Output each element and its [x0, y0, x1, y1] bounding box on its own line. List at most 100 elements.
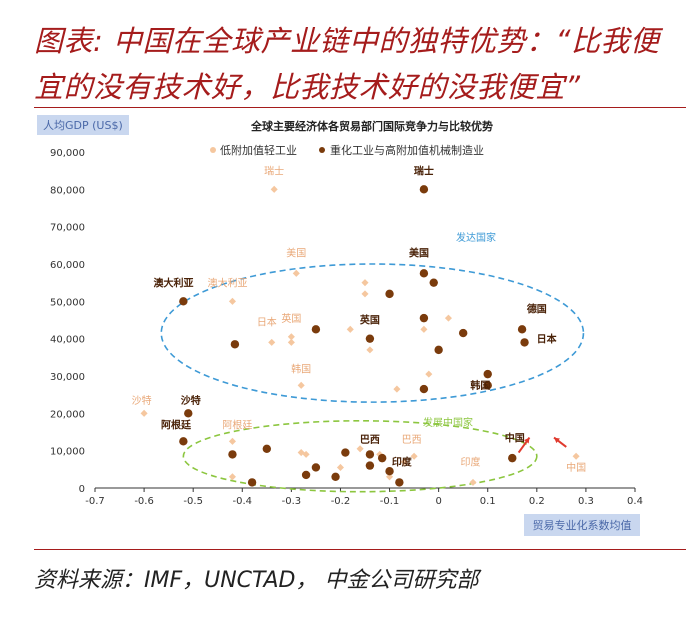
x-tick-label: -0.1 — [380, 496, 400, 507]
point-label: 德国 — [526, 303, 547, 316]
light-industry-point — [356, 445, 364, 453]
point-label: 美国 — [409, 247, 429, 260]
y-tick-label: 30,000 — [50, 372, 85, 383]
light-industry-point — [400, 458, 408, 466]
heavy-industry-point — [262, 444, 272, 453]
point-label: 中国 — [505, 431, 525, 444]
heavy-industry-point — [419, 269, 429, 278]
point-label: 韩国 — [291, 362, 311, 375]
point-label: 阿根廷 — [222, 418, 252, 431]
heavy-industry-point — [365, 450, 375, 459]
point-label: 英国 — [359, 314, 380, 327]
light-industry-point — [444, 314, 452, 322]
light-industry-point — [393, 385, 401, 393]
point-label: 英国 — [281, 312, 301, 325]
data-points — [140, 185, 580, 487]
light-industry-point — [469, 478, 477, 486]
point-label: 日本 — [257, 316, 277, 329]
heavy-industry-point — [311, 463, 321, 472]
heavy-industry-point — [419, 185, 429, 194]
heavy-industry-point — [247, 478, 257, 487]
point-label: 韩国 — [470, 379, 490, 392]
developed-group-label: 发达国家 — [456, 231, 496, 244]
heavy-industry-point — [419, 384, 429, 394]
y-tick-label: 20,000 — [50, 409, 85, 420]
heavy-industry-point — [179, 437, 188, 446]
light-industry-point — [140, 409, 148, 417]
y-tick-label: 70,000 — [50, 223, 85, 234]
heavy-industry-point — [179, 297, 188, 306]
point-label: 印度 — [461, 456, 481, 469]
light-industry-point — [386, 473, 394, 481]
heavy-industry-point — [429, 278, 438, 287]
light-industry-point — [420, 325, 428, 333]
x-tick-label: 0.2 — [529, 496, 545, 507]
figure-title-line1: 图表: 中国在全球产业链中的独特优势：“比我便 — [34, 24, 660, 58]
legend-label-light: 低附加值轻工业 — [220, 143, 297, 157]
light-industry-point — [228, 297, 236, 305]
top-rule — [34, 107, 686, 108]
x-tick-label: 0.1 — [480, 496, 496, 507]
point-label: 瑞士 — [264, 164, 284, 177]
light-industry-point — [287, 333, 295, 341]
light-industry-point — [292, 269, 300, 277]
light-industry-point — [366, 346, 374, 354]
point-label: 日本 — [537, 332, 558, 345]
heavy-industry-point — [365, 334, 375, 343]
y-tick-label: 10,000 — [50, 447, 85, 458]
figure-title-line2: 宜的没有技术好，比我技术好的没我便宜” — [34, 70, 581, 104]
x-axis-label: 贸易专业化系数均值 — [524, 514, 640, 536]
point-label: 沙特 — [181, 394, 201, 407]
y-tick-label: 80,000 — [50, 185, 85, 196]
heavy-industry-point — [311, 325, 321, 334]
developing-group-label: 发展中国家 — [423, 416, 473, 429]
developing-group-ellipse — [182, 419, 538, 493]
point-label: 美国 — [286, 247, 306, 260]
point-label: 巴西 — [360, 434, 380, 446]
light-industry-point — [361, 290, 369, 298]
light-industry-point — [287, 338, 295, 346]
light-industry-point — [302, 450, 310, 458]
y-axis-label: 人均GDP (US$) — [37, 115, 129, 135]
heavy-industry-point — [508, 453, 517, 463]
light-industry-point — [346, 325, 354, 333]
point-label: 沙特 — [132, 395, 152, 407]
source-note: 资料来源：IMF，UNCTAD， 中金公司研究部 — [34, 568, 479, 593]
developed-group-ellipse — [160, 263, 585, 403]
x-tick-label: -0.5 — [183, 496, 203, 507]
heavy-industry-point — [377, 453, 387, 463]
legend: 低附加值轻工业 重化工业与高附加值机械制造业 — [210, 143, 484, 157]
y-tick-label: 50,000 — [50, 297, 85, 308]
point-label: 中国 — [566, 461, 586, 474]
light-industry-point — [361, 279, 369, 287]
heavy-industry-point — [419, 313, 429, 323]
heavy-industry-point — [228, 450, 237, 459]
heavy-industry-point — [331, 472, 340, 481]
light-industry-point — [410, 452, 418, 460]
trend-arrow-head — [524, 437, 530, 444]
x-tick-label: 0.4 — [627, 496, 643, 507]
heavy-industry-point — [385, 289, 394, 299]
chart-title: 全球主要经济体各贸易部门国际竞争力与比较优势 — [250, 119, 493, 133]
point-label: 瑞士 — [414, 164, 434, 177]
light-industry-point — [336, 463, 344, 472]
heavy-industry-point — [365, 461, 375, 470]
y-tick-label: 90,000 — [50, 148, 85, 159]
heavy-industry-point — [517, 325, 527, 334]
x-tick-label: -0.3 — [282, 496, 302, 507]
point-label: 印度 — [392, 456, 413, 469]
heavy-industry-point — [434, 345, 443, 355]
scatter-chart: 全球主要经济体各贸易部门国际竞争力与比较优势 低附加值轻工业 重化工业与高附加值机… — [50, 119, 643, 507]
heavy-industry-point — [483, 381, 492, 390]
heavy-industry-point — [385, 467, 394, 476]
heavy-industry-point — [395, 478, 404, 487]
light-industry-point — [572, 452, 580, 460]
x-tick-label: 0 — [435, 496, 441, 507]
x-tick-label: 0.3 — [578, 496, 594, 507]
x-tick-label: -0.7 — [85, 496, 105, 507]
legend-marker-dark — [319, 147, 325, 153]
heavy-industry-point — [184, 409, 193, 418]
y-tick-label: 0 — [79, 484, 85, 495]
trend-arrow-head — [554, 437, 560, 444]
